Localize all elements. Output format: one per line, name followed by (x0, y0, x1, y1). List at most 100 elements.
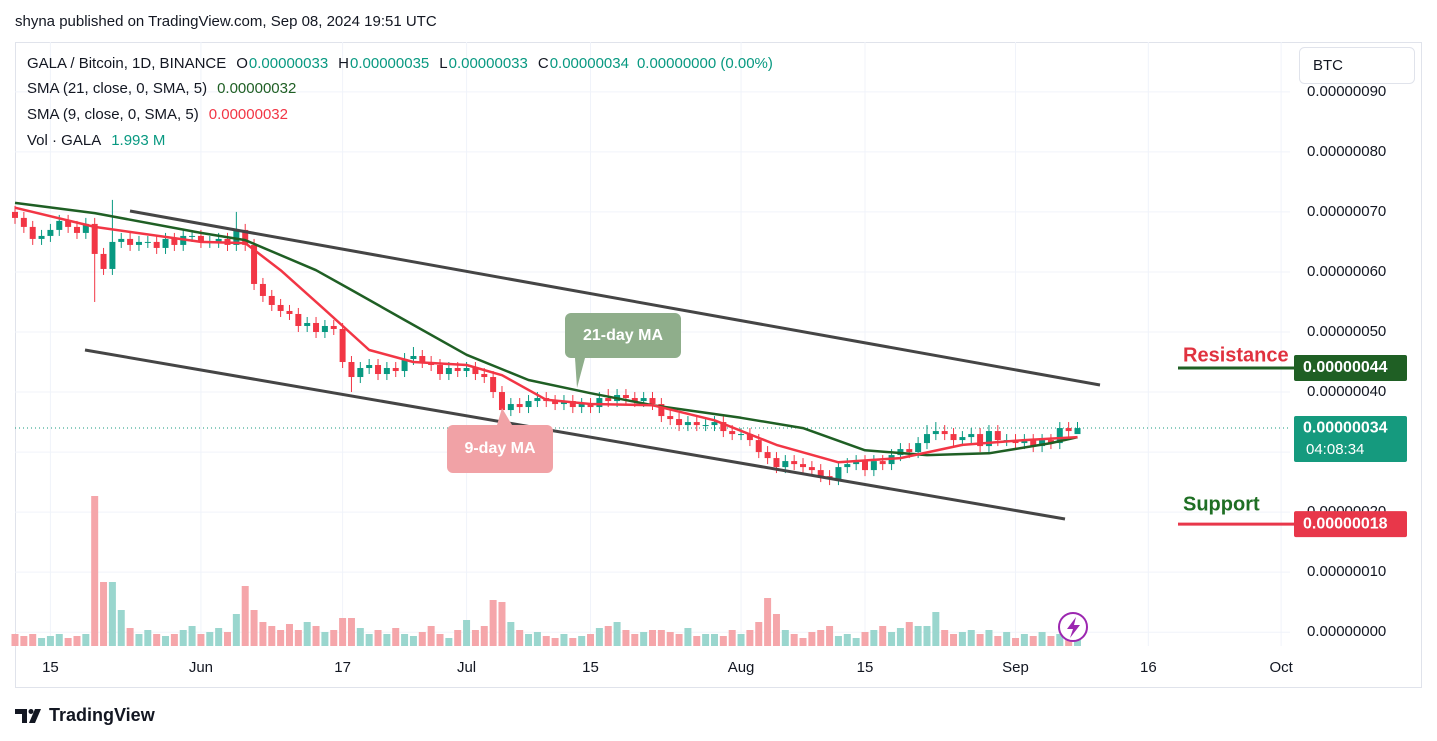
x-tick-label: 16 (1140, 659, 1157, 676)
volume-bar (117, 610, 125, 646)
candle-body (268, 295, 275, 305)
callout-text: 21-day MA (583, 327, 663, 344)
footer-logo: TradingView (15, 705, 156, 725)
candle-body (835, 467, 842, 480)
volume-bar (321, 632, 329, 646)
volume-bar (100, 582, 108, 646)
footer-brand: TradingView (49, 705, 156, 725)
volume-bar (507, 622, 515, 646)
legend-text: SMA (21, close, 0, SMA, 5) (27, 80, 207, 97)
legend-text: 0.00000032 (209, 106, 288, 123)
candle-body (552, 401, 559, 405)
legend: GALA / Bitcoin, 1D, BINANCE O 0.00000033 H 0… (27, 55, 773, 149)
candle-body (525, 401, 532, 408)
volume-bar (480, 626, 488, 646)
volume-bar (1074, 638, 1081, 646)
volume-bar (914, 626, 922, 646)
candle-body (587, 404, 594, 408)
candle-body (720, 422, 727, 432)
volume-bar (82, 634, 90, 646)
volume-bar (595, 628, 603, 646)
candle-body (906, 449, 913, 453)
currency-button[interactable] (1299, 47, 1415, 84)
candle-body (73, 226, 80, 233)
volume-bar (312, 626, 320, 646)
overlay: 21-day MA 9-day MA (84, 209, 1101, 642)
volume-bar (1012, 638, 1020, 646)
candle-body (667, 416, 674, 420)
volume-bar (764, 598, 772, 646)
y-tick-label: 0.00000010 (1307, 563, 1386, 580)
candle-body (773, 458, 780, 468)
candle-body (472, 368, 479, 375)
candle-body (295, 313, 302, 326)
volume-bar (799, 638, 807, 646)
candle-body (454, 368, 461, 372)
plot (11, 199, 1081, 646)
volume-bar (347, 618, 355, 646)
candle-body (631, 398, 638, 402)
legend-text: 0.00000033 (249, 55, 328, 72)
volume-bar (710, 634, 718, 646)
volume-bar (932, 612, 940, 646)
volume-bar (197, 634, 205, 646)
candle-body (490, 377, 497, 393)
volume-bar (162, 636, 170, 646)
candle-body (1065, 428, 1072, 432)
candle-body (56, 220, 63, 230)
candle-body (605, 398, 612, 402)
candle-body (1074, 428, 1081, 435)
candle-body (702, 425, 709, 427)
callout-box (565, 313, 681, 358)
candle-body (277, 304, 284, 311)
legend-text: GALA / Bitcoin, 1D, BINANCE (27, 55, 226, 72)
volume-bar (994, 636, 1002, 646)
volume-bar (649, 630, 656, 646)
countdown-label: 04:08:34 (1306, 441, 1364, 458)
channel-upper (129, 209, 1101, 387)
volume-bar (967, 630, 975, 646)
volume-bar (418, 632, 426, 646)
volume-bar (746, 630, 754, 646)
volume-bar (569, 638, 577, 646)
candle-body (91, 223, 98, 254)
y-tick-label: 0.00000080 (1307, 143, 1386, 160)
candle-body (100, 253, 107, 269)
candle-body (923, 434, 930, 444)
x-tick-label: Sep (1002, 659, 1029, 676)
candle-body (498, 392, 505, 411)
candle-body (693, 422, 700, 426)
volume-bar (684, 628, 692, 646)
volume-bar (631, 634, 639, 646)
volume-bar (471, 630, 479, 646)
candle-body (330, 325, 337, 329)
volume-bar (250, 610, 258, 646)
support-price-label: 0.00000018 (1303, 515, 1388, 532)
candle-body (445, 368, 452, 375)
volume-bar (640, 632, 648, 646)
candle-body (242, 229, 249, 245)
volume-bar (958, 632, 966, 646)
resistance-label: Resistance (1183, 344, 1289, 366)
volume-bar (108, 582, 116, 646)
volume-bar (383, 634, 391, 646)
volume-bar (516, 630, 524, 646)
legend-text: L (439, 55, 447, 72)
candle-body (649, 398, 656, 405)
candle-body (853, 461, 860, 465)
volume-bar (1056, 634, 1064, 646)
y-tick-label: 0.00000090 (1307, 83, 1386, 100)
volume-bar (888, 632, 896, 646)
volume-bar (365, 634, 373, 646)
channel-lower (84, 348, 1066, 521)
candle-body (348, 362, 355, 378)
candle-body (29, 226, 36, 239)
volume-bar (808, 632, 816, 646)
volume-bar (303, 622, 311, 646)
callout-pointer (497, 408, 512, 425)
candle-body (569, 401, 576, 408)
volume-bar (135, 634, 143, 646)
candle-body (410, 356, 417, 360)
candle-body (870, 461, 877, 471)
candle-body (171, 238, 178, 245)
